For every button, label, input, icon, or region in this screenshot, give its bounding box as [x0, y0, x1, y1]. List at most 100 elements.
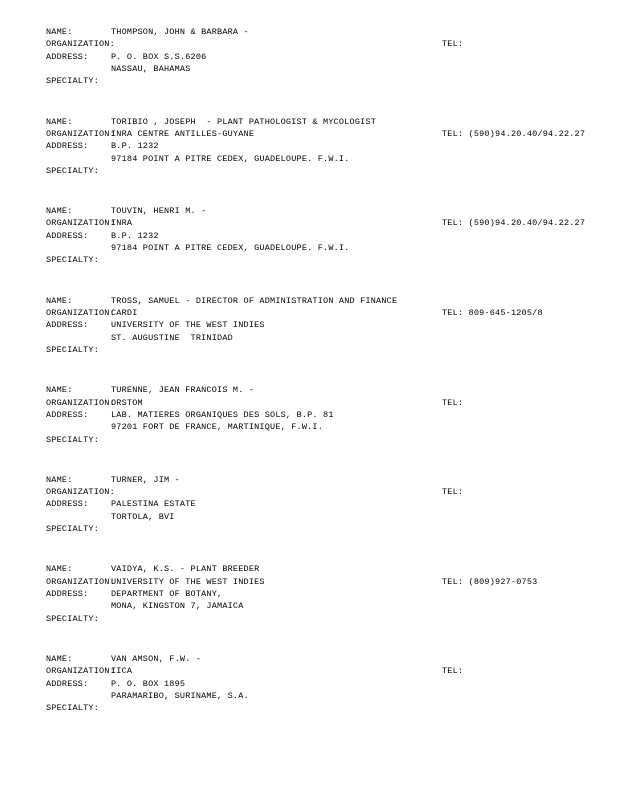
org-label: ORGANIZATION: — [46, 217, 111, 229]
specialty-value — [111, 344, 592, 356]
tel-value: 809-645-1205/8 — [469, 308, 543, 318]
name-value: TURENNE, JEAN FRANCOIS M. - — [111, 384, 592, 396]
org-label: ORGANIZATION: — [46, 307, 111, 319]
directory-page: NAME: THOMPSON, JOHN & BARBARA - ORGANIZ… — [0, 0, 630, 763]
org-label: ORGANIZATION: — [46, 38, 111, 50]
address-label: ADDRESS: — [46, 588, 111, 600]
address-value: UNIVERSITY OF THE WEST INDIES — [111, 319, 592, 331]
org-value: IICA — [111, 665, 442, 677]
tel-label: TEL: — [442, 487, 463, 497]
directory-entry: NAME: TROSS, SAMUEL - DIRECTOR OF ADMINI… — [46, 295, 592, 357]
directory-entry: NAME: VAN AMSON, F.W. - ORGANIZATION: II… — [46, 653, 592, 715]
specialty-label: SPECIALTY: — [46, 613, 111, 625]
directory-entry: NAME: VAIDYA, K.S. - PLANT BREEDER ORGAN… — [46, 563, 592, 625]
specialty-value — [111, 702, 592, 714]
address-label: ADDRESS: — [46, 230, 111, 242]
address-value: P. O. BOX 1895 — [111, 678, 592, 690]
specialty-label: SPECIALTY: — [46, 75, 111, 87]
blank — [46, 332, 111, 344]
name-value: VAN AMSON, F.W. - — [111, 653, 592, 665]
name-label: NAME: — [46, 205, 111, 217]
specialty-value — [111, 75, 592, 87]
specialty-label: SPECIALTY: — [46, 702, 111, 714]
org-label: ORGANIZATION: — [46, 486, 111, 498]
address-value: LAB. MATIERES ORGANIQUES DES SOLS, B.P. … — [111, 409, 592, 421]
tel-label: TEL: — [442, 129, 463, 139]
blank — [46, 421, 111, 433]
address-value-2: 97184 POINT A PITRE CEDEX, GUADELOUPE. F… — [111, 242, 592, 254]
tel-label: TEL: — [442, 218, 463, 228]
name-value: TORIBIO , JOSEPH - PLANT PATHOLOGIST & M… — [111, 116, 592, 128]
name-value: THOMPSON, JOHN & BARBARA - — [111, 26, 592, 38]
org-value — [111, 486, 442, 498]
blank — [46, 690, 111, 702]
name-label: NAME: — [46, 116, 111, 128]
name-label: NAME: — [46, 26, 111, 38]
address-value-2: NASSAU, BAHAMAS — [111, 63, 592, 75]
address-label: ADDRESS: — [46, 140, 111, 152]
specialty-label: SPECIALTY: — [46, 254, 111, 266]
address-value: DEPARTMENT OF BOTANY, — [111, 588, 592, 600]
address-label: ADDRESS: — [46, 498, 111, 510]
tel-label: TEL: — [442, 577, 463, 587]
specialty-label: SPECIALTY: — [46, 434, 111, 446]
name-value: VAIDYA, K.S. - PLANT BREEDER — [111, 563, 592, 575]
name-label: NAME: — [46, 563, 111, 575]
directory-entry: NAME: THOMPSON, JOHN & BARBARA - ORGANIZ… — [46, 26, 592, 88]
address-value: B.P. 1232 — [111, 140, 592, 152]
tel-label: TEL: — [442, 398, 463, 408]
specialty-value — [111, 434, 592, 446]
address-value-2: PARAMARIBO, SURINAME, S.A. — [111, 690, 592, 702]
address-value-2: TORTOLA, BVI — [111, 511, 592, 523]
address-value-2: 97201 FORT DE FRANCE, MARTINIQUE, F.W.I. — [111, 421, 592, 433]
tel-label: TEL: — [442, 39, 463, 49]
blank — [46, 511, 111, 523]
org-label: ORGANIZATION: — [46, 397, 111, 409]
name-label: NAME: — [46, 474, 111, 486]
tel-label: TEL: — [442, 308, 463, 318]
tel-value: (590)94.20.40/94.22.27 — [469, 129, 586, 139]
org-value: UNIVERSITY OF THE WEST INDIES — [111, 576, 442, 588]
name-label: NAME: — [46, 384, 111, 396]
directory-entry: NAME: TURNER, JIM - ORGANIZATION: TEL: A… — [46, 474, 592, 536]
tel-value: (590)94.20.40/94.22.27 — [469, 218, 586, 228]
specialty-label: SPECIALTY: — [46, 165, 111, 177]
org-label: ORGANIZATION: — [46, 576, 111, 588]
address-label: ADDRESS: — [46, 319, 111, 331]
specialty-value — [111, 613, 592, 625]
specialty-value — [111, 523, 592, 535]
address-value: B.P. 1232 — [111, 230, 592, 242]
org-label: ORGANIZATION: — [46, 128, 111, 140]
specialty-label: SPECIALTY: — [46, 523, 111, 535]
directory-entry: NAME: TURENNE, JEAN FRANCOIS M. - ORGANI… — [46, 384, 592, 446]
directory-entry: NAME: TOUVIN, HENRI M. - ORGANIZATION: I… — [46, 205, 592, 267]
blank — [46, 600, 111, 612]
blank — [46, 153, 111, 165]
tel-label: TEL: — [442, 666, 463, 676]
org-value: INRA — [111, 217, 442, 229]
specialty-value — [111, 165, 592, 177]
specialty-value — [111, 254, 592, 266]
specialty-label: SPECIALTY: — [46, 344, 111, 356]
address-label: ADDRESS: — [46, 678, 111, 690]
address-value-2: 97184 POINT A PITRE CEDEX, GUADELOUPE. F… — [111, 153, 592, 165]
org-value: ORSTOM — [111, 397, 442, 409]
address-value-2: ST. AUGUSTINE TRINIDAD — [111, 332, 592, 344]
org-value — [111, 38, 442, 50]
blank — [46, 63, 111, 75]
name-label: NAME: — [46, 653, 111, 665]
name-value: TOUVIN, HENRI M. - — [111, 205, 592, 217]
tel-value: (809)927-0753 — [469, 577, 538, 587]
name-value: TROSS, SAMUEL - DIRECTOR OF ADMINISTRATI… — [111, 295, 592, 307]
org-value: INRA CENTRE ANTILLES-GUYANE — [111, 128, 442, 140]
address-label: ADDRESS: — [46, 51, 111, 63]
name-value: TURNER, JIM - — [111, 474, 592, 486]
org-value: CARDI — [111, 307, 442, 319]
address-value-2: MONA, KINGSTON 7, JAMAICA — [111, 600, 592, 612]
address-value: PALESTINA ESTATE — [111, 498, 592, 510]
blank — [46, 242, 111, 254]
name-label: NAME: — [46, 295, 111, 307]
directory-entry: NAME: TORIBIO , JOSEPH - PLANT PATHOLOGI… — [46, 116, 592, 178]
org-label: ORGANIZATION: — [46, 665, 111, 677]
address-value: P. O. BOX S.S.6206 — [111, 51, 592, 63]
